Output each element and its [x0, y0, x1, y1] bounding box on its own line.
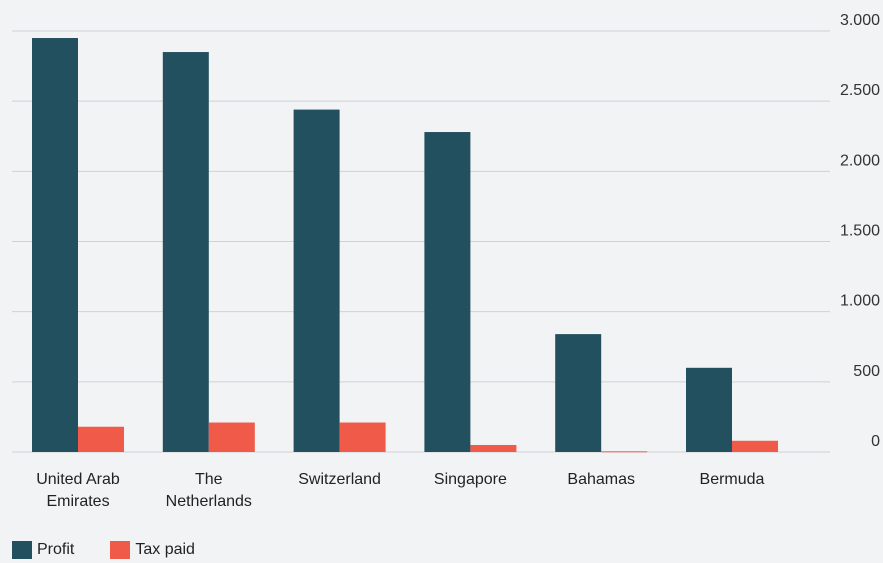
bar-tax-paid [732, 440, 778, 452]
bar-tax-paid [208, 422, 255, 452]
legend-label-tax: Tax paid [135, 541, 195, 558]
x-category-label: Emirates [46, 493, 109, 510]
legend-swatch-tax [110, 541, 131, 559]
x-category-label: Bermuda [700, 471, 765, 488]
bar-profit [162, 52, 209, 453]
bar-tax-paid [470, 444, 517, 452]
bar-profit [293, 109, 340, 452]
legend-label-profit: Profit [37, 541, 75, 558]
bar-profit [686, 367, 732, 452]
y-tick-label: 1.500 [840, 223, 880, 240]
x-category-label: Singapore [434, 471, 507, 488]
legend-item-tax: Tax paid [110, 541, 195, 559]
y-tick-label: 500 [853, 363, 880, 380]
bar-tax-paid [339, 422, 386, 452]
x-category-label: Netherlands [166, 493, 252, 510]
bar-profit [424, 132, 471, 453]
legend-swatch-profit [12, 541, 32, 559]
x-category-label: Bahamas [567, 471, 635, 488]
y-tick-label: 0 [871, 433, 880, 450]
x-category-label: United Arab [36, 471, 120, 488]
legend: Profit Tax paid [12, 541, 231, 559]
y-tick-label: 1.000 [840, 293, 880, 310]
bar-profit [555, 334, 602, 452]
bar-tax-paid [78, 426, 124, 452]
x-category-label: The [195, 471, 223, 488]
x-category-label: Switzerland [298, 471, 381, 488]
bar-tax-paid [601, 451, 648, 453]
bar-profit [32, 38, 78, 453]
y-tick-label: 2.000 [840, 152, 880, 169]
y-tick-label: 2.500 [840, 82, 880, 99]
y-tick-label: 3.000 [840, 12, 880, 29]
legend-item-profit: Profit [12, 541, 74, 559]
